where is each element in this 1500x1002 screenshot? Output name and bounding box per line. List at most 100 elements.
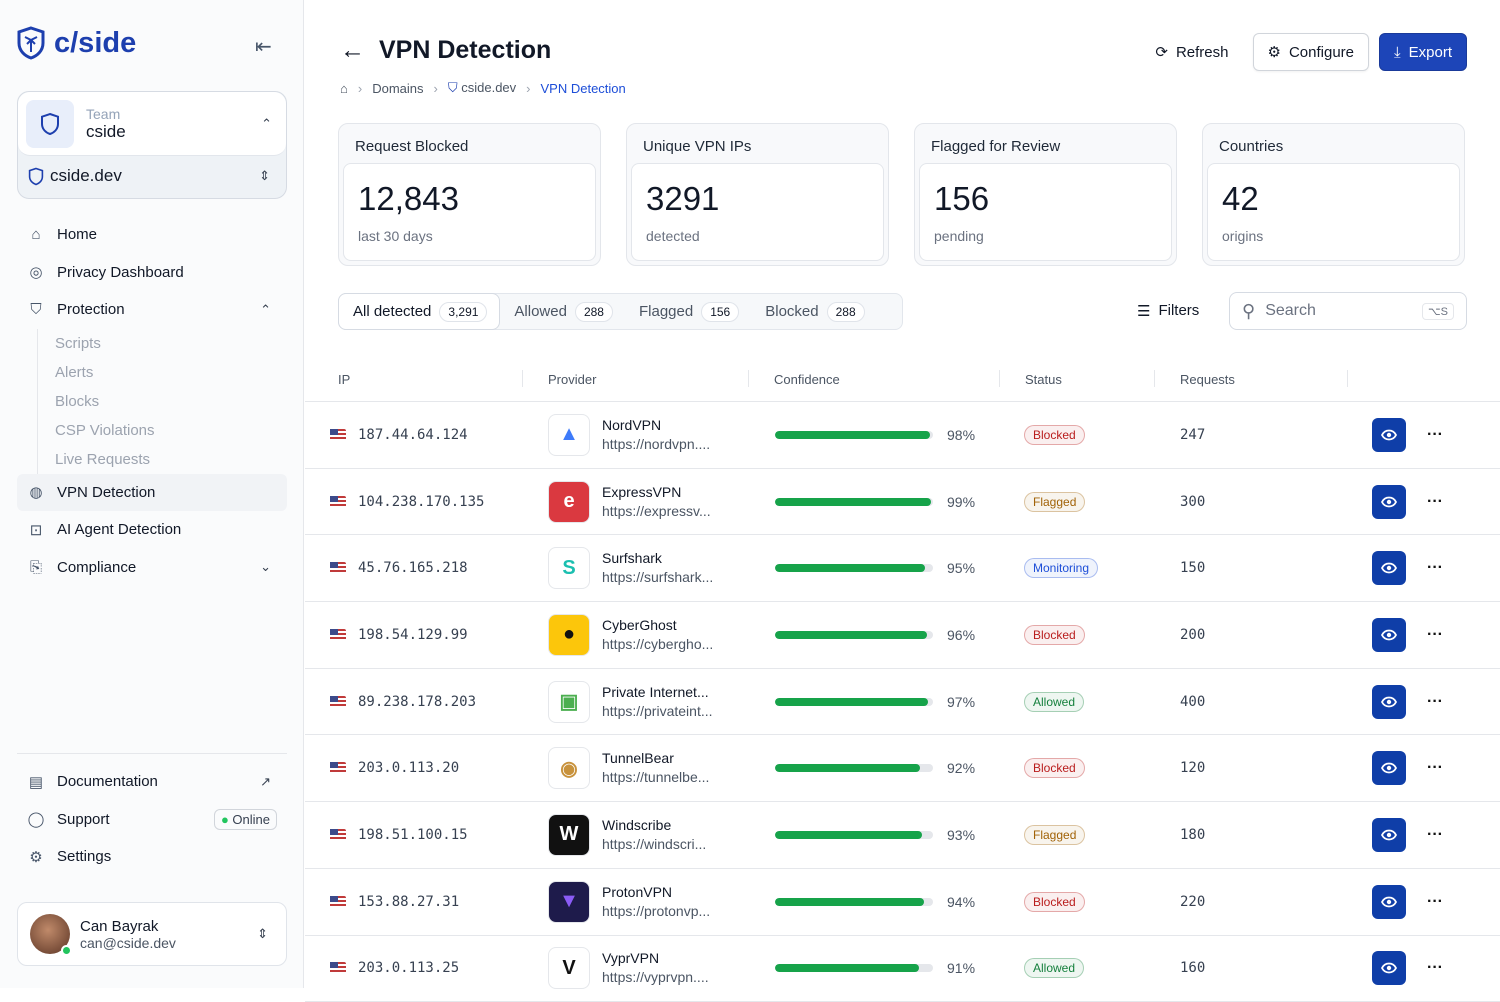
search-input[interactable]: ⚲Search⌥S — [1229, 292, 1467, 330]
nav-scripts[interactable]: Scripts — [38, 329, 287, 358]
view-button[interactable] — [1372, 751, 1406, 785]
brand-logo[interactable]: c/side — [16, 26, 136, 60]
column-confidence[interactable]: Confidence — [774, 372, 840, 387]
nav-label: VPN Detection — [57, 484, 155, 501]
ip-address: 203.0.113.20 — [358, 760, 459, 776]
nav-documentation[interactable]: ▤Documentation↗ — [17, 763, 287, 801]
nav-privacy-dashboard[interactable]: ◎Privacy Dashboard — [17, 254, 287, 292]
column-status[interactable]: Status — [1025, 372, 1062, 387]
nav-blocks[interactable]: Blocks — [38, 387, 287, 416]
nav-csp-violations[interactable]: CSP Violations — [38, 416, 287, 445]
more-options-icon[interactable]: ··· — [1427, 826, 1443, 844]
header-actions: ⟳Refresh ⚙Configure ⤓Export — [1141, 33, 1467, 71]
status-badge: Flagged — [1024, 492, 1085, 512]
nav-protection[interactable]: ⛉Protection⌃ — [17, 291, 287, 329]
domain-switcher[interactable]: cside.dev ⇕ — [18, 156, 286, 196]
more-options-icon[interactable]: ··· — [1427, 959, 1443, 977]
confidence-value: 93% — [947, 827, 975, 843]
chat-icon: ◯ — [27, 810, 45, 828]
configure-button[interactable]: ⚙Configure — [1253, 33, 1370, 71]
view-button[interactable] — [1372, 485, 1406, 519]
page-header: ← VPN Detection — [340, 36, 551, 65]
provider-url: https://protonvp... — [602, 902, 710, 921]
nav-compliance[interactable]: ⎘Compliance⌄ — [17, 549, 287, 587]
nav-support[interactable]: ◯Support● Online — [17, 801, 287, 839]
us-flag-icon — [330, 762, 346, 774]
more-options-icon[interactable]: ··· — [1427, 426, 1443, 444]
nav-alerts[interactable]: Alerts — [38, 358, 287, 387]
column-ip[interactable]: IP — [338, 372, 350, 387]
request-count: 120 — [1180, 760, 1205, 776]
collapse-sidebar-icon[interactable]: ⇤ — [255, 34, 272, 59]
view-button[interactable] — [1372, 685, 1406, 719]
view-button[interactable] — [1372, 818, 1406, 852]
confidence-value: 92% — [947, 760, 975, 776]
more-options-icon[interactable]: ··· — [1427, 493, 1443, 511]
provider-url: https://nordvpn.... — [602, 435, 710, 454]
nav-vpn-detection[interactable]: ◍ VPN Detection — [17, 474, 287, 512]
more-options-icon[interactable]: ··· — [1427, 893, 1443, 911]
us-flag-icon — [330, 962, 346, 974]
view-button[interactable] — [1372, 885, 1406, 919]
more-options-icon[interactable]: ··· — [1427, 693, 1443, 711]
confidence-bar — [775, 498, 933, 506]
provider-logo-icon: ▼ — [548, 881, 590, 923]
back-arrow-icon[interactable]: ← — [340, 36, 365, 65]
view-button[interactable] — [1372, 418, 1406, 452]
export-label: Export — [1409, 44, 1452, 61]
stat-sub: last 30 days — [358, 228, 581, 244]
export-button[interactable]: ⤓Export — [1379, 33, 1467, 71]
home-icon[interactable]: ⌂ — [340, 81, 348, 96]
breadcrumb-domain[interactable]: ⛉ cside.dev — [448, 80, 516, 96]
stat-label: Flagged for Review — [919, 128, 1172, 163]
column-provider[interactable]: Provider — [548, 372, 596, 387]
tab-count: 156 — [701, 302, 739, 322]
brand-name: c/side — [54, 27, 136, 60]
view-button[interactable] — [1372, 951, 1406, 985]
view-button[interactable] — [1372, 551, 1406, 585]
filters-button[interactable]: ☰Filters — [1137, 302, 1199, 320]
confidence-bar — [775, 764, 933, 772]
nav-settings[interactable]: ⚙Settings — [17, 838, 287, 876]
table-row[interactable]: 89.238.178.203 ▣ Private Internet...http… — [305, 669, 1500, 736]
online-badge: ● Online — [214, 809, 277, 830]
status-badge: Blocked — [1024, 758, 1085, 778]
nav-label: AI Agent Detection — [57, 521, 181, 538]
provider-name: VyprVPN — [602, 949, 709, 968]
status-badge: Allowed — [1024, 692, 1084, 712]
column-requests[interactable]: Requests — [1180, 372, 1235, 387]
provider-logo-icon: ● — [548, 614, 590, 656]
nav-home[interactable]: ⌂Home — [17, 216, 287, 254]
view-button[interactable] — [1372, 618, 1406, 652]
us-flag-icon — [330, 629, 346, 641]
more-options-icon[interactable]: ··· — [1427, 559, 1443, 577]
refresh-button[interactable]: ⟳Refresh — [1141, 33, 1242, 71]
nav-ai-agent-detection[interactable]: ⊡ AI Agent Detection — [17, 511, 287, 549]
globe-icon: ◍ — [27, 483, 45, 501]
chevron-updown-icon: ⌃ — [261, 116, 272, 132]
more-options-icon[interactable]: ··· — [1427, 626, 1443, 644]
more-options-icon[interactable]: ··· — [1427, 759, 1443, 777]
nav-live-requests[interactable]: Live Requests — [38, 445, 287, 474]
breadcrumb-domains[interactable]: Domains — [372, 81, 423, 96]
robot-icon: ⊡ — [27, 521, 45, 539]
